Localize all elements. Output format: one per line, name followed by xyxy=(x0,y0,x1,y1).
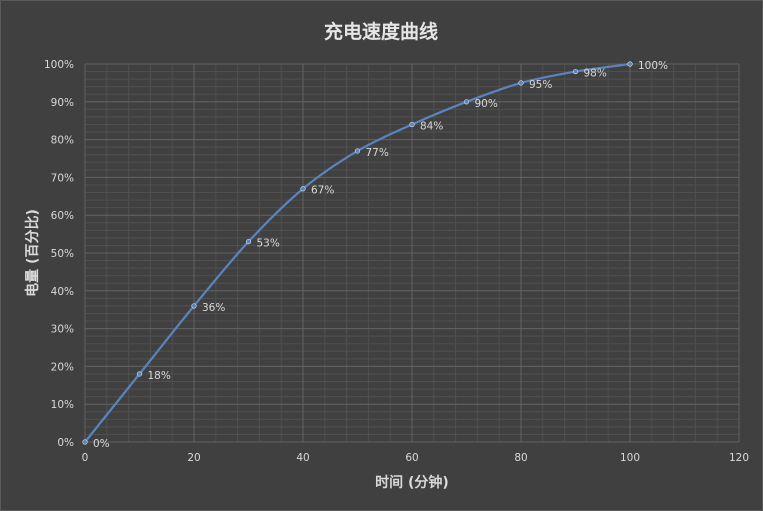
data-label: 90% xyxy=(475,98,498,110)
x-tick-label: 40 xyxy=(296,452,309,464)
chart-title: 充电速度曲线 xyxy=(324,20,438,43)
y-tick-label: 0% xyxy=(57,437,74,449)
y-tick-label: 10% xyxy=(51,399,74,411)
data-point xyxy=(409,121,415,128)
data-point xyxy=(627,61,633,67)
data-point xyxy=(245,239,252,245)
data-label: 100% xyxy=(638,60,668,72)
x-tick-label: 80 xyxy=(514,452,527,464)
x-tick-label: 100 xyxy=(620,452,640,464)
data-point xyxy=(518,80,524,86)
data-point xyxy=(354,148,361,154)
y-tick-label: 70% xyxy=(51,172,74,184)
data-point xyxy=(82,439,88,445)
data-point xyxy=(463,99,470,105)
data-label: 98% xyxy=(584,68,607,80)
x-tick-label: 120 xyxy=(729,452,749,464)
data-label: 77% xyxy=(366,147,389,159)
tick-labels: 0 20 40 60 80 100 120 0% 10% 20% 30% 40% 50% 60% 70% 80… xyxy=(44,59,749,464)
series-layer: 0% 18% 36% 53% 67% 77% 84% 90% 95% 98% 100% xyxy=(82,60,668,450)
data-label: 95% xyxy=(529,79,552,91)
data-label: 0% xyxy=(93,438,110,450)
x-axis-title: 时间 (分钟) xyxy=(375,474,449,491)
y-tick-label: 40% xyxy=(51,286,74,298)
y-tick-label: 80% xyxy=(51,135,74,147)
x-tick-label: 20 xyxy=(187,452,200,464)
y-tick-label: 20% xyxy=(51,361,74,373)
series-line xyxy=(84,62,631,443)
y-tick-label: 90% xyxy=(51,97,74,109)
data-label: 36% xyxy=(202,302,225,314)
y-axis-title: 电量 (百分比) xyxy=(24,209,41,297)
data-label: 18% xyxy=(148,370,171,382)
data-label: 53% xyxy=(257,238,280,250)
data-point xyxy=(191,303,197,309)
data-point xyxy=(136,371,143,377)
major-gridlines xyxy=(84,63,740,443)
y-tick-label: 50% xyxy=(51,248,74,260)
data-label: 67% xyxy=(311,185,334,197)
data-point xyxy=(300,186,306,192)
x-tick-label: 0 xyxy=(82,452,89,464)
y-tick-label: 30% xyxy=(51,324,74,336)
y-tick-label: 60% xyxy=(51,210,74,222)
y-tick-label: 100% xyxy=(44,59,74,71)
x-tick-label: 60 xyxy=(405,452,418,464)
data-label: 84% xyxy=(420,120,443,132)
data-point xyxy=(572,68,579,75)
